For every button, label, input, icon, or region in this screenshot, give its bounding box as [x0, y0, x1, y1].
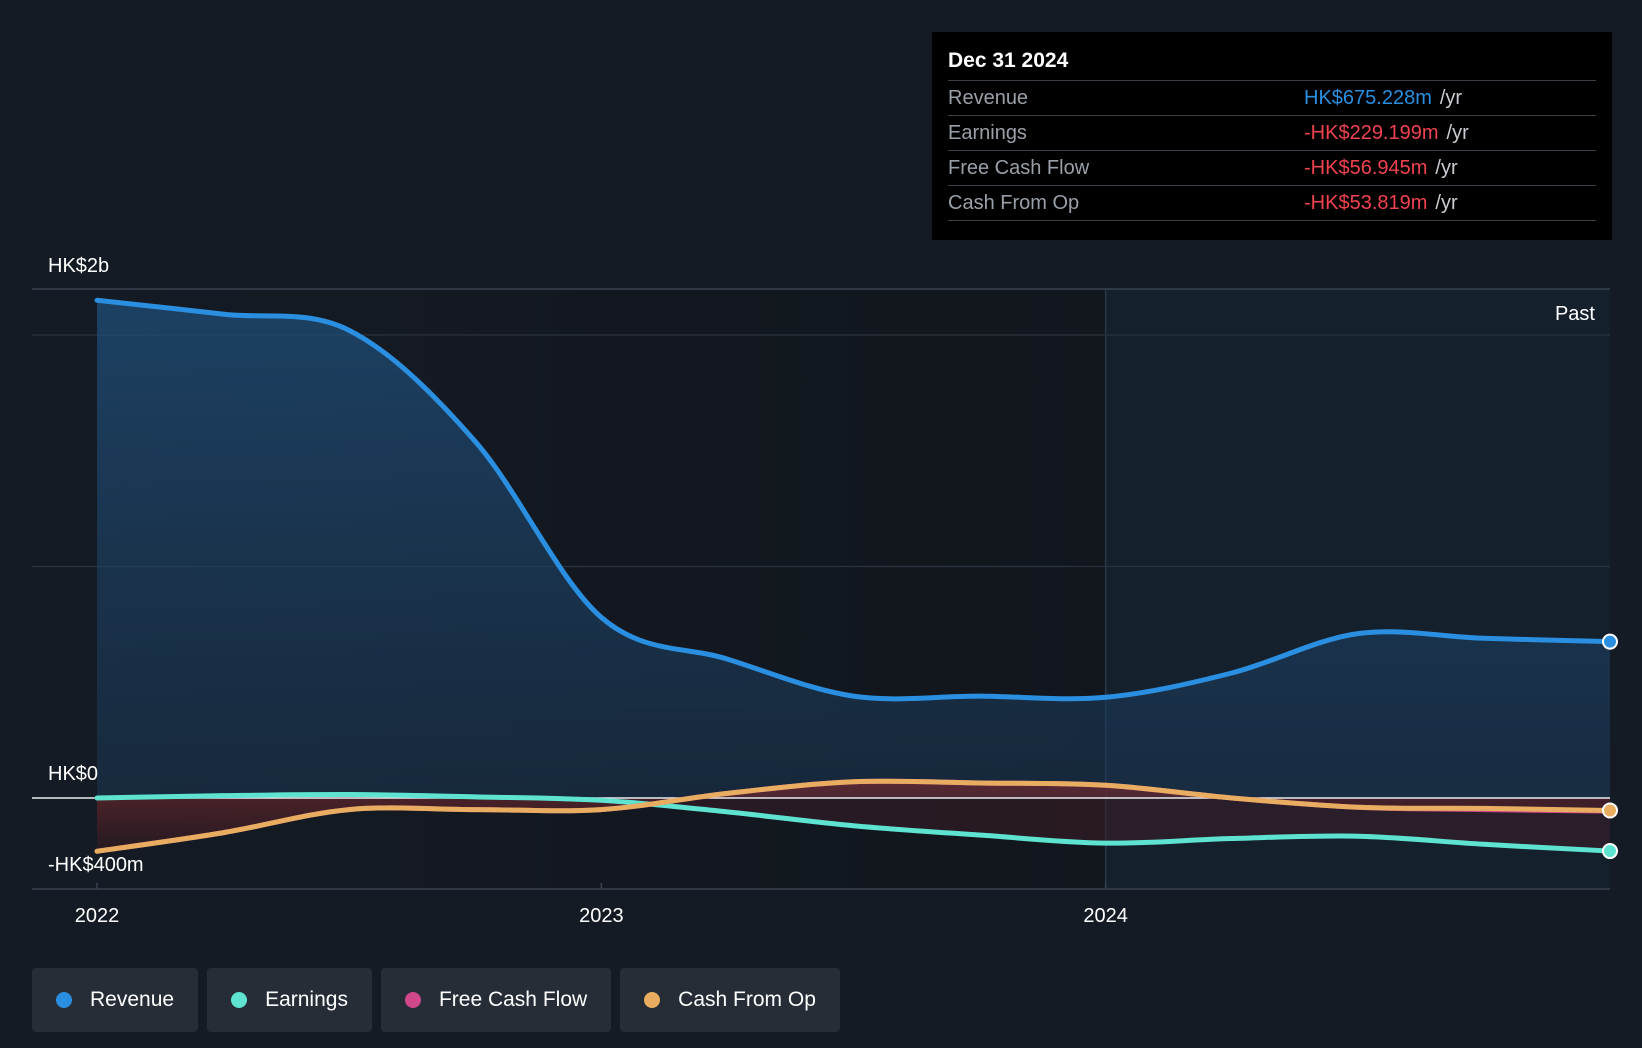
tooltip-row-unit: /yr	[1435, 157, 1458, 179]
legend-item-free-cash-flow[interactable]: Free Cash Flow	[380, 968, 612, 1032]
x-tick-label: 2023	[579, 905, 624, 927]
tooltip-row-free-cash-flow: Free Cash Flow -HK$56.945m /yr	[948, 151, 1596, 186]
legend-dot-icon	[56, 992, 72, 1008]
tooltip-date: Dec 31 2024	[948, 46, 1596, 81]
earnings-line	[94, 791, 1613, 854]
legend-dot-icon	[644, 992, 661, 1008]
tooltip-row-unit: /yr	[1435, 192, 1458, 214]
tooltip-row-value: -HK$56.945m	[1304, 157, 1428, 179]
label-layer: HK$2b HK$0 -HK$400m 2022 2023 2024 Past	[48, 255, 1595, 927]
tooltip-row-revenue: Revenue HK$675.228m /yr	[948, 81, 1596, 116]
y-tick-label: HK$0	[48, 763, 98, 785]
past-label: Past	[1555, 303, 1595, 325]
tooltip-panel: Dec 31 2024 Revenue HK$675.228m /yr Earn…	[932, 32, 1612, 240]
revenue-line	[94, 297, 1613, 702]
y-tick-label: HK$2b	[48, 255, 109, 277]
tooltip-row-label: Earnings	[948, 122, 1027, 144]
revenue-end-marker	[1602, 633, 1618, 650]
tooltip-row-label: Cash From Op	[948, 192, 1080, 214]
marker-layer	[1602, 633, 1618, 860]
legend-item-label: Earnings	[265, 988, 348, 1011]
y-tick-label: -HK$400m	[48, 854, 144, 876]
legend-item-revenue[interactable]: Revenue	[32, 968, 199, 1032]
tooltip-row-value: HK$675.228m	[1304, 87, 1432, 109]
tooltip-row-unit: /yr	[1446, 122, 1469, 144]
legend-item-label: Revenue	[90, 988, 175, 1011]
tooltip-row-label: Free Cash Flow	[948, 157, 1090, 179]
legend-item-earnings[interactable]: Earnings	[207, 968, 372, 1032]
cash-from-op-end-marker	[1602, 802, 1618, 819]
legend-item-label: Cash From Op	[678, 988, 816, 1011]
x-tick-label: 2022	[75, 905, 120, 927]
tooltip-row-unit: /yr	[1439, 87, 1463, 109]
earnings-end-marker	[1602, 843, 1618, 860]
series-layer	[94, 297, 1613, 854]
legend-item-label: Free Cash Flow	[438, 988, 588, 1011]
tooltip-row-cash-from-op: Cash From Op -HK$53.819m /yr	[948, 186, 1596, 221]
x-tick-label: 2024	[1083, 905, 1128, 927]
chart-legend: Revenue Earnings Free Cash Flow Cash Fro…	[32, 968, 840, 1032]
cash-from-op-line	[94, 778, 1613, 854]
tooltip-row-value: -HK$53.819m	[1304, 192, 1428, 214]
legend-dot-icon	[231, 992, 248, 1008]
legend-item-cash-from-op[interactable]: Cash From Op	[620, 968, 840, 1032]
tooltip-row-value: -HK$229.199m	[1304, 122, 1439, 144]
tooltip-row-label: Revenue	[948, 87, 1029, 109]
tooltip-row-earnings: Earnings -HK$229.199m /yr	[948, 116, 1596, 151]
legend-dot-icon	[404, 992, 421, 1008]
